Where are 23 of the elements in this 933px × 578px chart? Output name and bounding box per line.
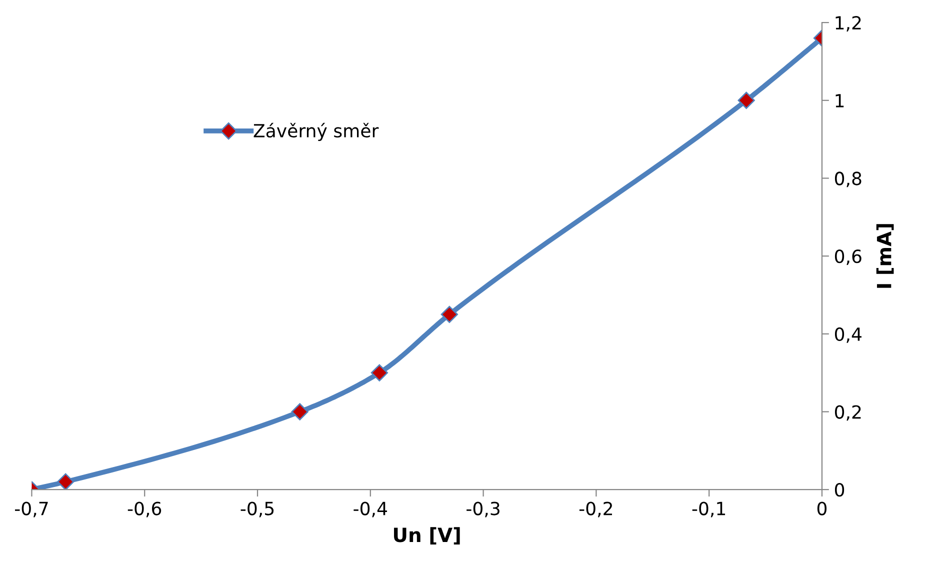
y-tick-label: 0,4 <box>834 327 862 343</box>
legend-label: Závěrný směr <box>254 122 379 142</box>
y-tick-label: 1 <box>836 94 844 108</box>
y-tick-label: 1,2 <box>836 16 861 32</box>
x-tick-label: -0,1 <box>692 502 726 518</box>
point <box>738 92 755 109</box>
point <box>291 403 308 420</box>
y-tick-label: 0,2 <box>834 405 861 421</box>
point <box>57 473 74 490</box>
x-tick-label: -0,4 <box>354 502 388 518</box>
x-tick-label: -0,2 <box>579 502 612 518</box>
point <box>370 364 388 382</box>
y-tick-label: 0,8 <box>834 172 862 188</box>
x-tick-label: -0,5 <box>240 502 274 518</box>
x-tick-label: -0,7 <box>14 502 48 518</box>
y-tick-label: 0 <box>834 483 844 497</box>
x-axis-title: Un [V] <box>394 527 460 545</box>
x-tick-label: -0,6 <box>128 502 162 518</box>
point <box>440 306 458 323</box>
x-tick-label: 0 <box>817 502 827 516</box>
x-tick-label: -0,3 <box>466 502 500 518</box>
y-axis-title: I [mA] <box>876 224 894 288</box>
y-tick-label: 0,6 <box>834 250 862 266</box>
